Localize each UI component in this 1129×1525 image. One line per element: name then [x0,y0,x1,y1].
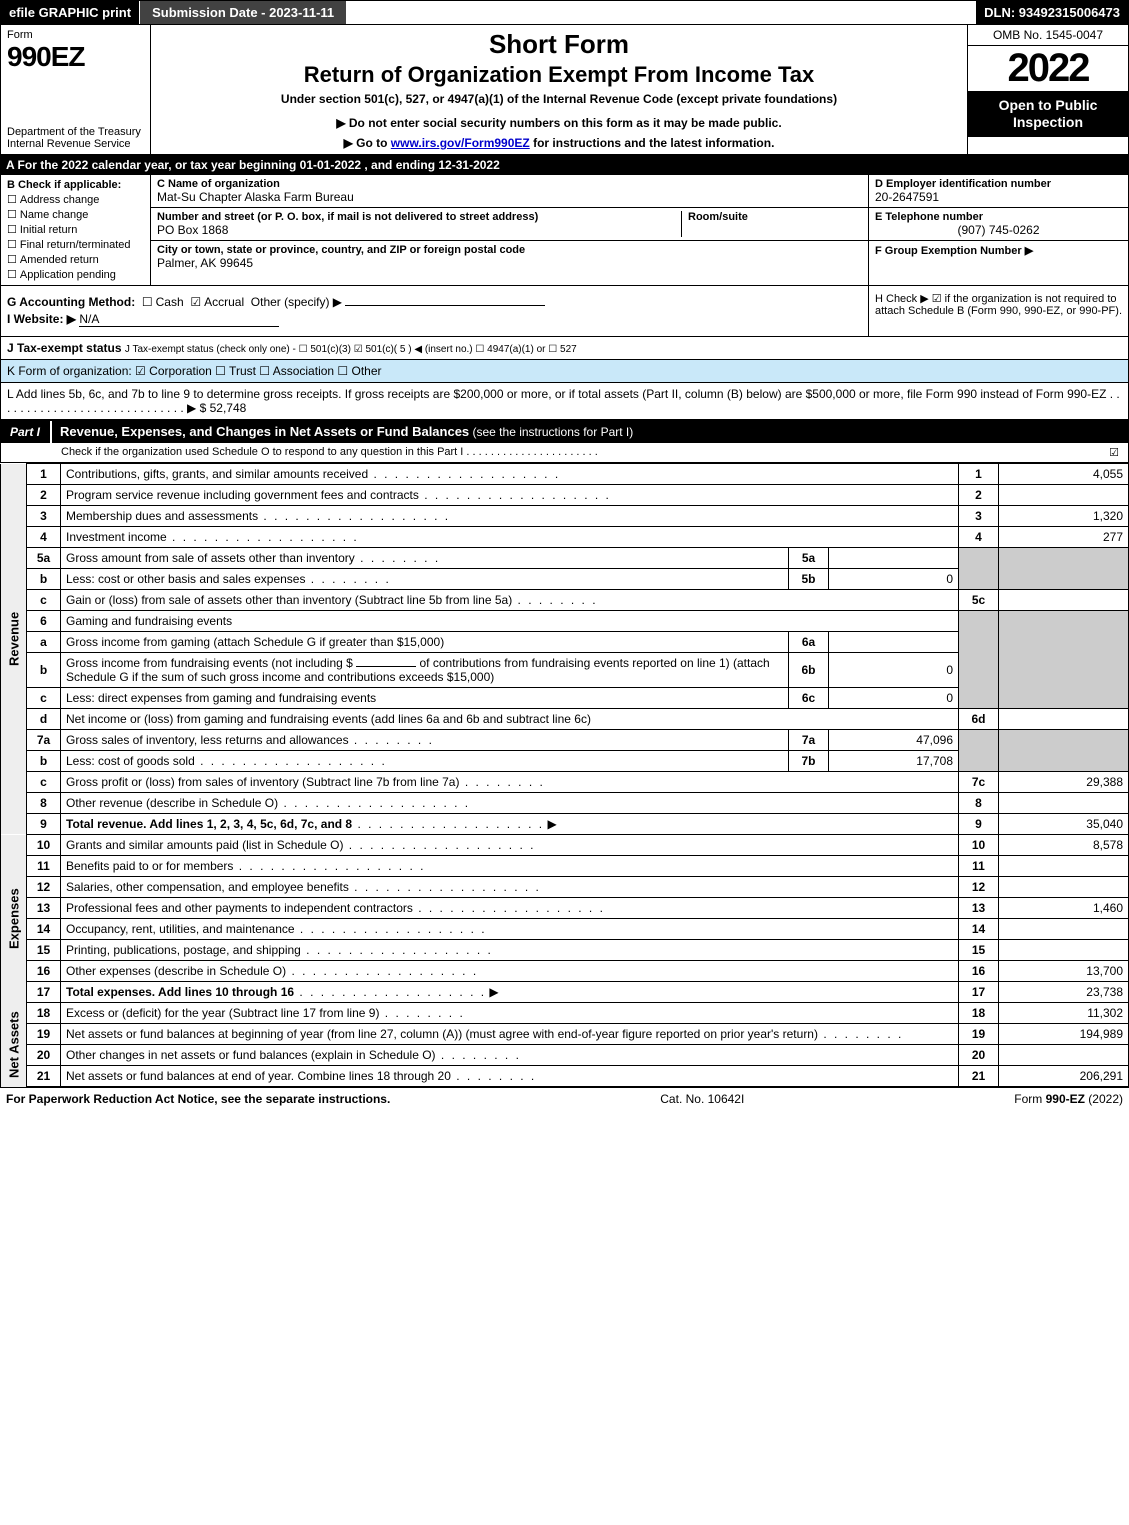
chk-name-change[interactable]: Name change [7,208,144,221]
row-a-period: A For the 2022 calendar year, or tax yea… [0,155,1129,175]
tel: (907) 745-0262 [875,223,1122,237]
part-1-tag: Part I [0,421,52,443]
efile-print-button[interactable]: efile GRAPHIC print [1,1,140,24]
header-left: Form 990EZ Department of the Treasury In… [1,25,151,154]
chk-initial-return[interactable]: Initial return [7,223,144,236]
org-name: Mat-Su Chapter Alaska Farm Bureau [157,190,862,204]
ein-label: D Employer identification number [875,178,1122,190]
chk-accrual[interactable] [190,295,204,309]
ssn-note: ▶ Do not enter social security numbers o… [157,116,961,130]
group-exemption-cell: F Group Exemption Number ▶ [869,241,1128,285]
form-number: 990EZ [7,41,144,73]
tel-label: E Telephone number [875,211,1122,223]
ein: 20-2647591 [875,190,1122,204]
side-net-assets: Net Assets [1,1003,27,1087]
title-return: Return of Organization Exempt From Incom… [157,62,961,88]
col-b: B Check if applicable: Address change Na… [1,175,151,285]
footer-cat: Cat. No. 10642I [390,1092,1014,1106]
col-b-label: B Check if applicable: [7,179,144,191]
dept-treasury: Department of the Treasury Internal Reve… [7,126,144,150]
dln: DLN: 93492315006473 [976,1,1128,24]
group-exemption-label: F Group Exemption Number ▶ [875,244,1122,257]
header-center: Short Form Return of Organization Exempt… [151,25,968,154]
goto-pre: ▶ Go to [344,136,391,150]
part-1-header: Part I Revenue, Expenses, and Changes in… [0,420,1129,443]
line-i: I Website: ▶ N/A [7,312,862,327]
city-cell: City or town, state or province, country… [151,241,868,273]
footer-left: For Paperwork Reduction Act Notice, see … [6,1092,390,1106]
part-1-sub: Check if the organization used Schedule … [0,443,1129,463]
goto-line: ▶ Go to www.irs.gov/Form990EZ for instru… [157,136,961,150]
row-l: L Add lines 5b, 6c, and 7b to line 9 to … [0,383,1129,420]
chk-schedule-o[interactable] [1109,446,1122,459]
footer-right: Form 990-EZ (2022) [1014,1092,1123,1106]
section-bcdef: B Check if applicable: Address change Na… [0,175,1129,286]
footer: For Paperwork Reduction Act Notice, see … [0,1087,1129,1110]
header-right: OMB No. 1545-0047 2022 Open to Public In… [968,25,1128,154]
amt-1: 4,055 [999,464,1129,485]
website: N/A [79,312,279,327]
tax-year: 2022 [968,46,1128,91]
ein-cell: D Employer identification number 20-2647… [869,175,1128,208]
goto-post: for instructions and the latest informat… [530,136,775,150]
open-to-public: Open to Public Inspection [968,91,1128,137]
tel-cell: E Telephone number (907) 745-0262 [869,208,1128,241]
side-revenue: Revenue [1,464,27,814]
row-ghi: G Accounting Method: Cash Accrual Other … [0,286,1129,337]
street: PO Box 1868 [157,223,675,237]
form-word: Form [7,29,144,41]
chk-final-return[interactable]: Final return/terminated [7,238,144,251]
chk-app-pending[interactable]: Application pending [7,268,144,281]
side-expenses: Expenses [1,835,27,1003]
line-num: 1 [27,464,61,485]
part-1-title: Revenue, Expenses, and Changes in Net As… [60,424,469,439]
goto-link[interactable]: www.irs.gov/Form990EZ [391,136,530,150]
submission-date: Submission Date - 2023-11-11 [140,1,346,24]
city: Palmer, AK 99645 [157,256,862,270]
col-def: D Employer identification number 20-2647… [868,175,1128,285]
chk-amended[interactable]: Amended return [7,253,144,266]
line-g: G Accounting Method: Cash Accrual Other … [7,295,862,309]
street-label: Number and street (or P. O. box, if mail… [157,211,675,223]
col-c: C Name of organization Mat-Su Chapter Al… [151,175,868,285]
gross-receipts: 52,748 [210,401,247,415]
form-header: Form 990EZ Department of the Treasury In… [0,25,1129,155]
line-h: H Check ▶ ☑ if the organization is not r… [868,286,1128,336]
org-name-label: C Name of organization [157,178,862,190]
title-short-form: Short Form [157,29,961,60]
omb-number: OMB No. 1545-0047 [968,25,1128,46]
chk-address-change[interactable]: Address change [7,193,144,206]
row-k: K Form of organization: ☑ Corporation ☐ … [0,360,1129,383]
street-row: Number and street (or P. O. box, if mail… [151,208,868,241]
row-j: J Tax-exempt status J Tax-exempt status … [0,337,1129,360]
lines-table: Revenue 1 Contributions, gifts, grants, … [0,463,1129,1087]
topbar-spacer [346,1,976,24]
org-name-cell: C Name of organization Mat-Su Chapter Al… [151,175,868,208]
room-label: Room/suite [688,211,862,223]
title-under: Under section 501(c), 527, or 4947(a)(1)… [157,92,961,106]
chk-cash[interactable] [142,295,156,309]
topbar: efile GRAPHIC print Submission Date - 20… [0,0,1129,25]
city-label: City or town, state or province, country… [157,244,862,256]
